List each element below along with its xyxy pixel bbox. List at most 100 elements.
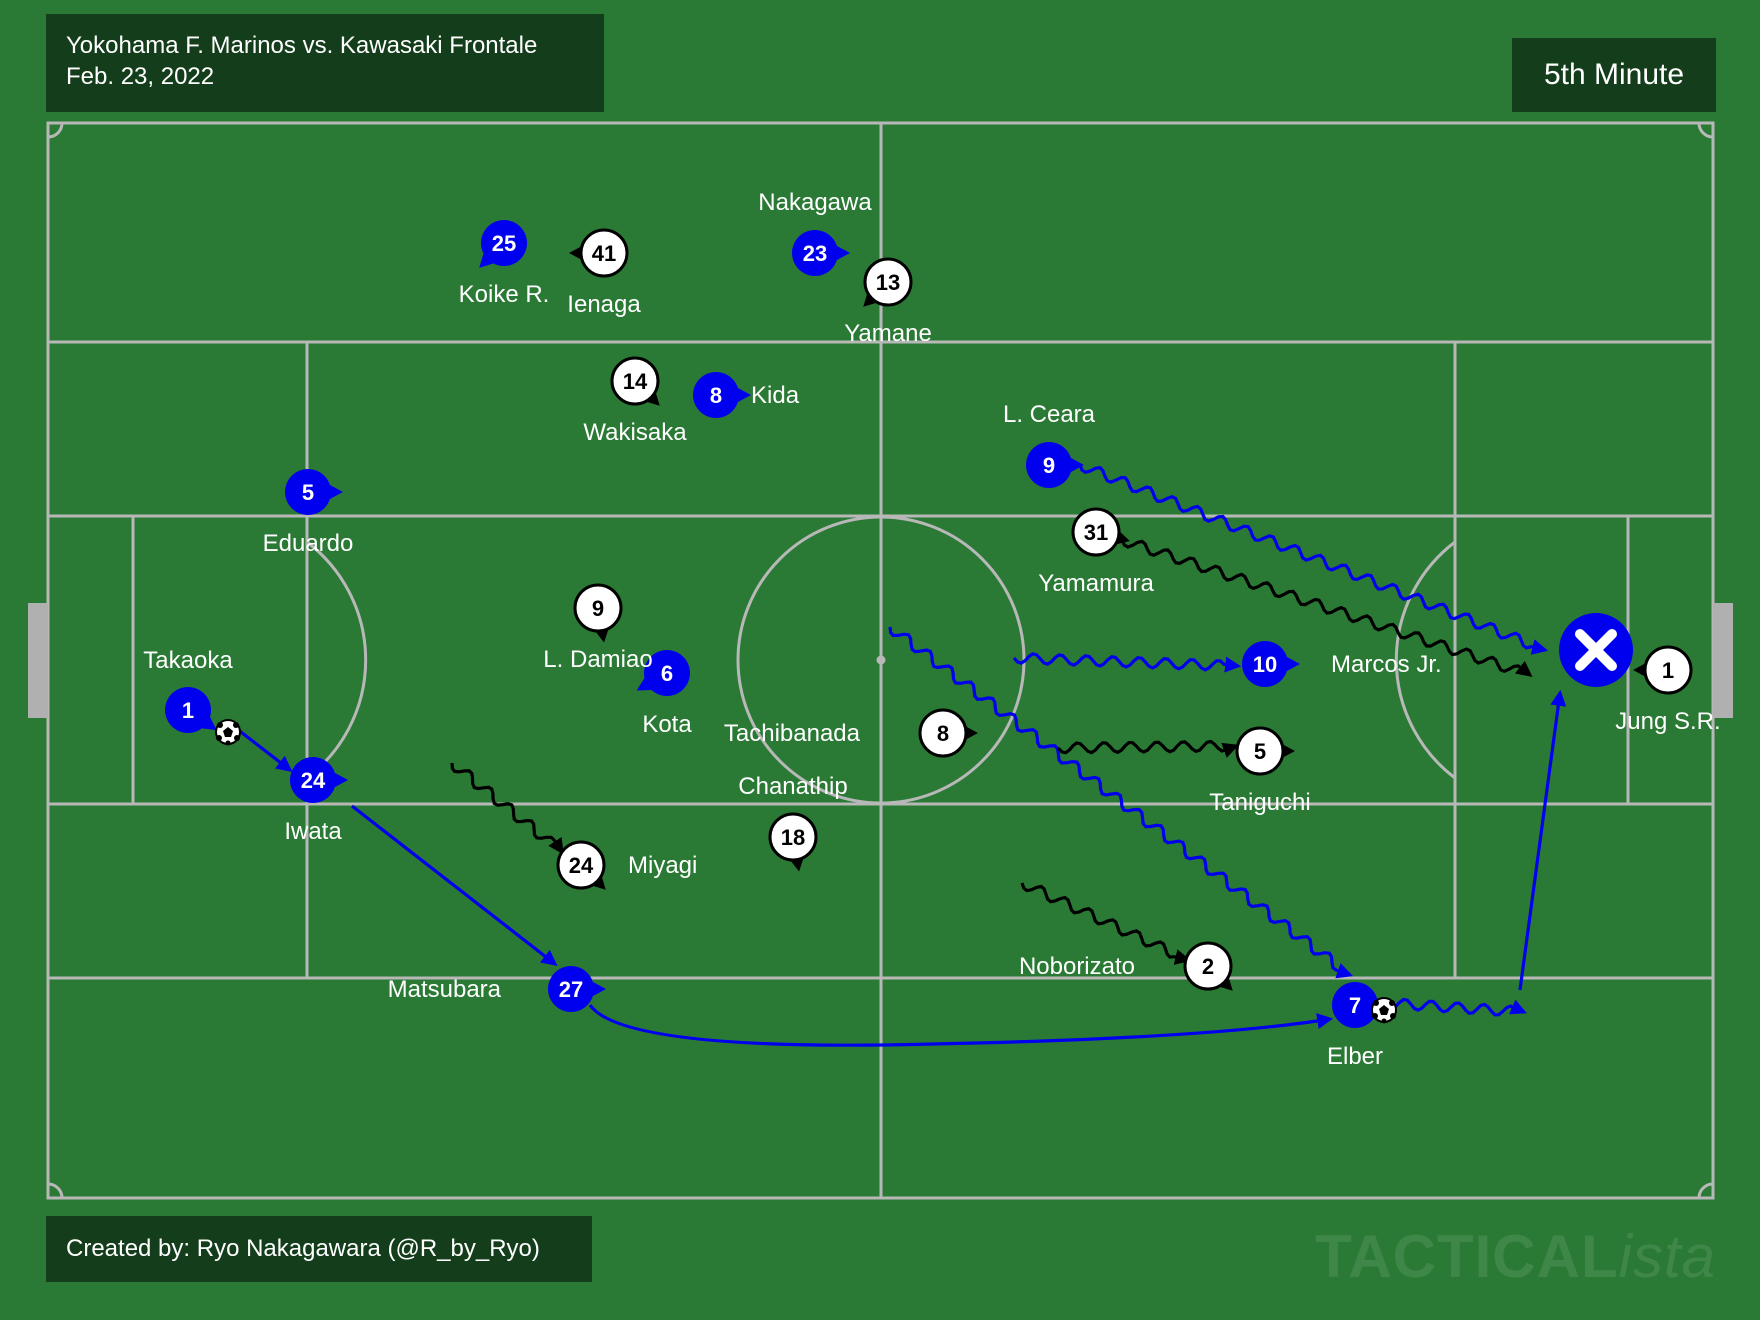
player-number: 1 [1662,658,1674,683]
player-number: 25 [492,231,516,256]
home-player-kota[interactable]: 6 Kota [636,650,693,738]
player-name: Miyagi [628,852,697,879]
player-number: 23 [803,241,827,266]
player-name: Kota [642,711,692,738]
credit-text: Created by: Ryo Nakagawara (@R_by_Ryo) [66,1235,540,1262]
player-name: Wakisaka [583,419,687,446]
facing-arrow-icon [1218,976,1233,991]
run-arrow [1056,739,1240,758]
player-marker [1235,726,1285,776]
facing-arrow-icon [965,726,978,740]
player-name: Noborizato [1019,953,1135,980]
player-number: 10 [1253,652,1277,677]
player-name: Koike R. [459,281,550,308]
player-number: 1 [182,698,194,723]
facing-arrow-icon [593,982,606,996]
player-marker [1071,507,1121,557]
home-player-takaoka[interactable]: 1 Takaoka [143,647,233,733]
credit-panel: Created by: Ryo Nakagawara (@R_by_Ryo) [46,1216,592,1282]
watermark-italic: ista [1618,1223,1716,1290]
player-name: Yamamura [1038,570,1154,597]
home-player-koike-r[interactable]: 25 Koike R. [459,220,550,308]
facing-arrow-icon [330,485,343,499]
left-goal-area [46,514,135,806]
player-marker [918,708,968,758]
player-marker [1332,982,1378,1028]
away-player-miyagi[interactable]: 24 Miyagi [556,840,697,890]
home-player-matsubara[interactable]: 27 Matsubara [388,966,606,1012]
run-arrow [1012,652,1242,673]
facing-arrow-icon [1633,663,1646,677]
soccer-ball-icon [1371,997,1397,1024]
player-marker [1183,941,1233,991]
away-player-yamane[interactable]: 13 Yamane [844,257,932,347]
away-player-ienaga[interactable]: 41 Ienaga [567,228,641,318]
player-number: 24 [301,768,326,793]
home-player-nakagawa[interactable]: 23 Nakagawa [758,189,872,276]
facing-arrow-icon [863,292,878,307]
player-name: L. Damiao [543,646,652,673]
right-penalty-arc [1394,540,1456,780]
player-number: 8 [937,721,949,746]
home-player-iwata[interactable]: 24 Iwata [284,757,348,845]
home-player-marcos-jr[interactable]: 10 Marcos Jr. [1242,641,1442,687]
away-player-wakisaka[interactable]: 14 Wakisaka [583,356,687,446]
away-player-jung-s-r[interactable]: 1 Jung S.R. [1615,645,1721,735]
facing-arrow-icon [335,773,348,787]
pass-arrow [588,1004,1334,1047]
facing-arrow-icon [1287,657,1300,671]
player-marker [693,372,739,418]
player-number: 14 [623,369,648,394]
player-marker [556,840,606,890]
run-arrow [1020,882,1192,965]
facing-arrow-icon [202,716,217,731]
away-player-noborizato[interactable]: 2 Noborizato [1019,941,1233,991]
player-marker [863,257,913,307]
home-player-elber[interactable]: 7 Elber [1327,982,1390,1070]
carry-arrow [1383,997,1527,1017]
player-name: Yamane [844,320,932,347]
player-marker [610,356,660,406]
player-number: 27 [559,977,583,1002]
player-name: Marcos Jr. [1331,651,1442,678]
facing-arrow-icon [591,875,606,890]
player-number: 8 [710,383,722,408]
player-number: 18 [781,825,805,850]
player-name: Kida [751,382,800,409]
facing-arrow-icon [837,246,850,260]
shot-arrow [1518,689,1567,991]
player-name: Tachibanada [724,720,861,747]
player-name: L. Ceara [1003,401,1096,428]
home-player-kida[interactable]: 8 Kida [693,372,800,418]
player-number: 5 [302,480,314,505]
pass-arrow [351,804,558,966]
away-player-l-damiao[interactable]: 9 L. Damiao [543,583,653,673]
player-number: 41 [592,241,616,266]
player-marker [768,812,818,862]
player-marker [481,220,527,266]
facing-arrow-icon [1071,458,1084,472]
away-player-chanathip[interactable]: 18 Chanathip [738,773,848,872]
player-name: Jung S.R. [1615,708,1720,735]
soccer-ball-icon [215,719,241,746]
player-marker [1242,641,1288,687]
right-goal [1713,603,1733,718]
away-player-yamamura[interactable]: 31 Yamamura [1038,507,1154,597]
away-player-tachibanada[interactable]: 8 Tachibanada [724,708,978,758]
watermark-logo: TACTICALista [1315,1222,1716,1291]
player-marker [1026,442,1072,488]
corner-arc-tl [47,122,64,139]
home-player-eduardo[interactable]: 5 Eduardo [263,469,354,557]
minute-label: 5th Minute [1543,58,1685,91]
player-number: 13 [876,270,900,295]
player-marker [573,583,623,633]
player-marker [290,757,336,803]
home-player-l-ceara[interactable]: 9 L. Ceara [1003,401,1096,488]
player-name: Matsubara [388,976,502,1003]
corner-arc-tr [1697,122,1714,139]
player-marker [792,230,838,276]
away-player-taniguchi[interactable]: 5 Taniguchi [1209,726,1311,816]
facing-arrow-icon [636,677,652,691]
left-penalty-arc [306,540,368,780]
player-number: 9 [1043,453,1055,478]
